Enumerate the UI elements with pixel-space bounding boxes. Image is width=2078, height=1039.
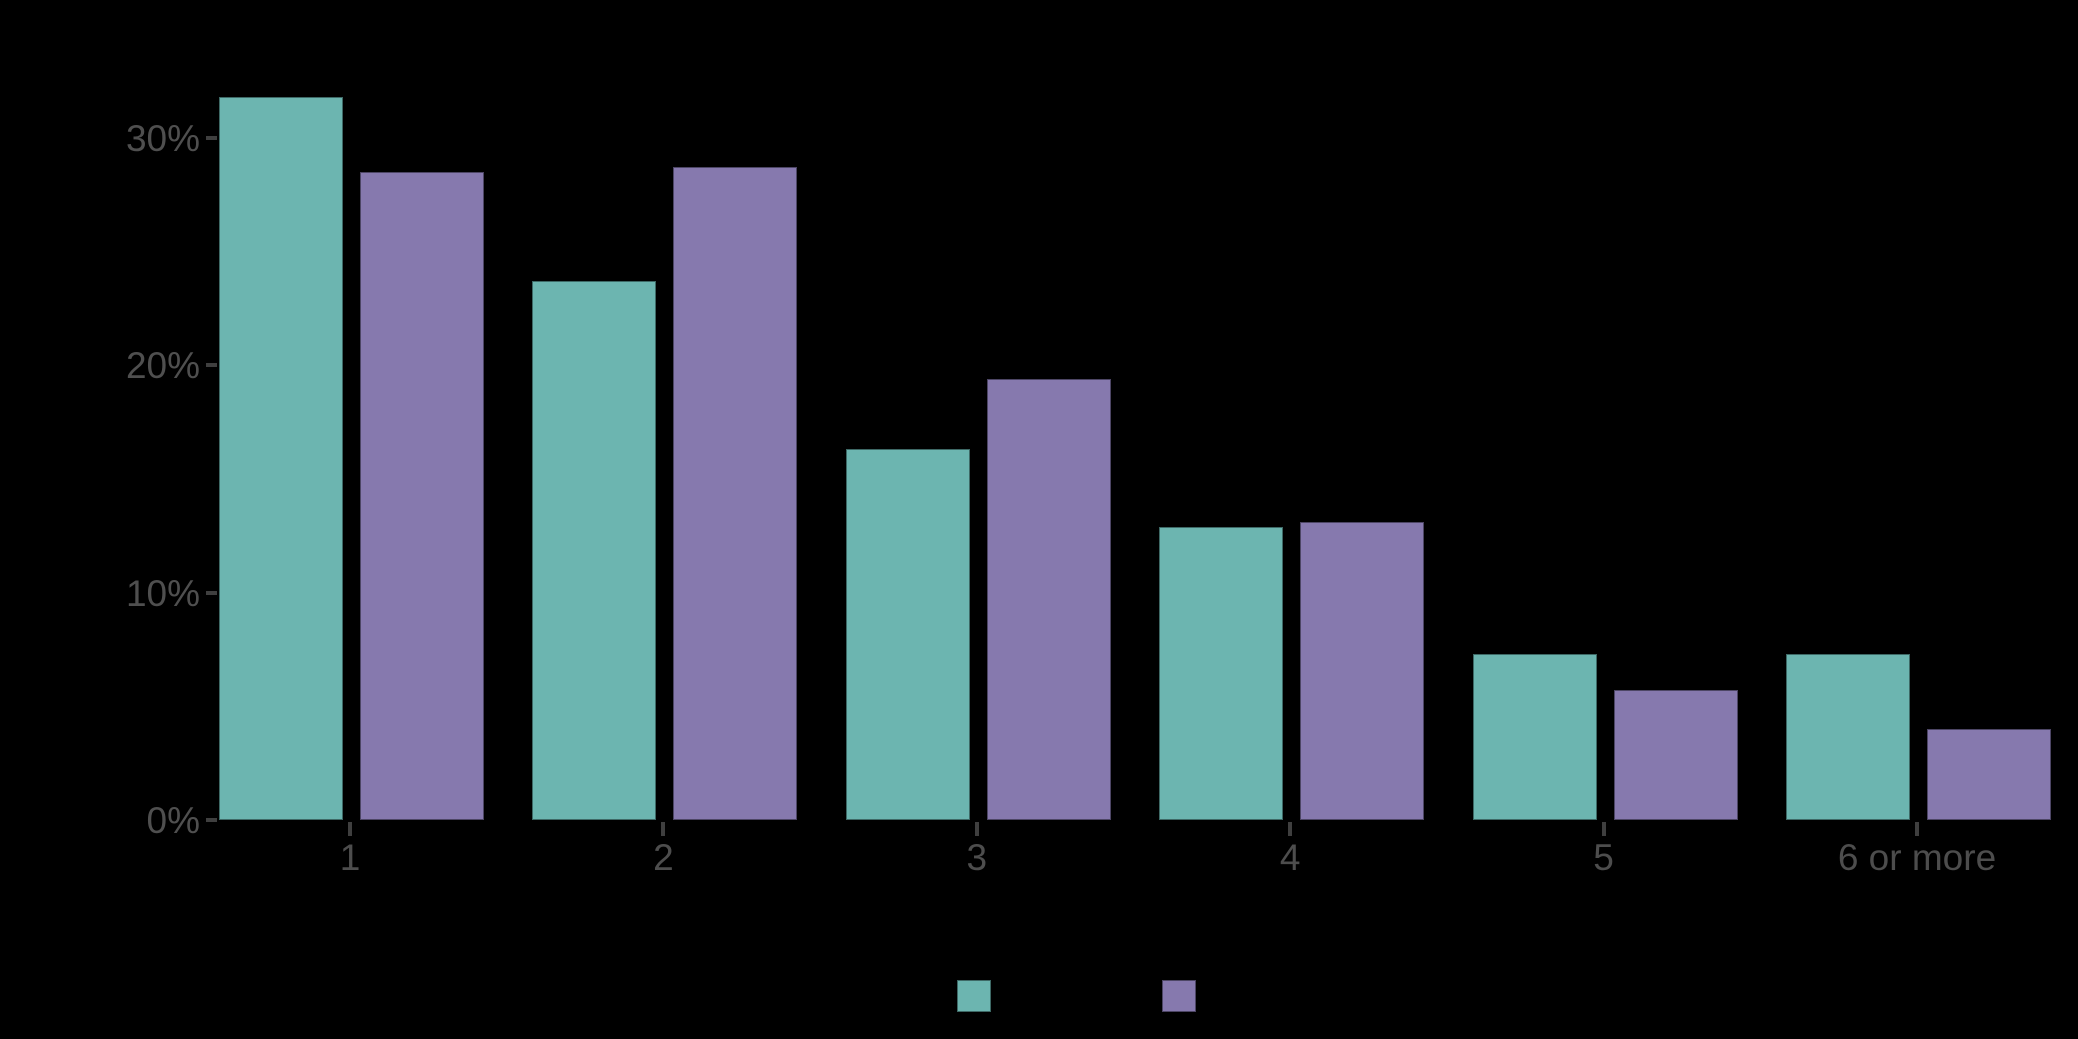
- bar-series-purple-category-2: [673, 167, 798, 820]
- y-axis-tick-mark: [206, 135, 217, 140]
- y-axis-tick-mark: [206, 590, 217, 595]
- bar-series-purple-category-3: [986, 378, 1111, 820]
- x-axis-tick-mark: [1601, 822, 1606, 836]
- y-axis-tick-mark: [206, 363, 217, 367]
- x-axis-tick-mark: [974, 822, 979, 836]
- x-axis-tick-label: 2: [653, 837, 674, 878]
- bar-series-purple-category-5: [1613, 690, 1738, 820]
- bar-series-teal-category-6: [1786, 653, 1910, 820]
- x-axis-tick-label: 6 or more: [1837, 837, 1997, 878]
- x-axis-tick-mark: [1288, 822, 1293, 836]
- legend-swatch-series-teal: [957, 980, 991, 1012]
- bar-series-teal-category-2: [532, 280, 657, 820]
- bar-series-teal-category-4: [1159, 526, 1284, 820]
- x-axis-tick-label: 5: [1593, 837, 1614, 878]
- bar-series-purple-category-6: [1927, 729, 2051, 820]
- bar-series-purple-category-1: [360, 171, 484, 820]
- y-axis-tick-label: 10%: [125, 572, 200, 614]
- x-axis-tick-label: 1: [339, 837, 361, 878]
- y-axis-tick-label: 0%: [146, 800, 200, 841]
- bar-series-teal-category-3: [845, 449, 970, 820]
- x-axis-tick-label: 4: [1279, 837, 1301, 878]
- x-axis-tick-label: 3: [966, 837, 988, 878]
- bar-series-teal-category-5: [1472, 653, 1597, 820]
- y-axis-tick-mark: [206, 818, 217, 822]
- legend-swatch-series-purple: [1162, 980, 1196, 1012]
- bar-series-purple-category-4: [1300, 521, 1425, 820]
- y-axis-tick-label: 30%: [125, 117, 200, 159]
- y-axis-tick-label: 20%: [125, 345, 200, 386]
- bar-series-teal-category-1: [219, 96, 343, 820]
- x-axis-tick-mark: [348, 822, 352, 836]
- x-axis-tick-mark: [1915, 822, 1919, 836]
- x-axis-tick-mark: [661, 822, 666, 836]
